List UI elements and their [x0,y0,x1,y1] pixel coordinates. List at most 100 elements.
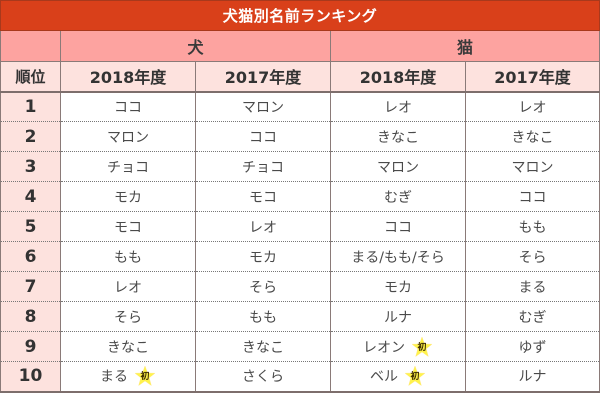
dog-2017-cell: レオ [195,211,331,242]
pet-name: レオ [518,99,547,116]
pet-name: モコ [114,219,142,236]
rank-number: 4 [0,181,61,212]
pet-name: さくら [242,369,284,386]
pet-name: ココ [518,189,547,206]
cat-2017-cell: もも [464,211,600,242]
pet-name: チョコ [107,159,149,176]
pet-name: マロン [107,129,149,146]
table-row: 9 きなこ きなこ レオン 初 ゆず [0,331,600,362]
table-row: 6 もも モカ まる/もも/そら そら [0,241,600,272]
cat-2018-cell: モカ [330,271,466,302]
group-header-dog: 犬 [60,30,331,62]
rank-number: 10 [0,361,61,393]
table-row: 2 マロン ココ きなこ きなこ [0,121,600,152]
pet-name: チョコ [242,159,284,176]
group-header-blank [0,30,61,62]
dog-2017-cell: ココ [195,121,331,152]
badge-label: 初 [417,342,427,353]
pet-name: そら [114,309,142,326]
pet-name: ベル [370,369,398,386]
pet-name: レオ [249,219,277,236]
cat-2018-cell: レオ [330,91,466,122]
table-row: 4 モカ モコ むぎ ココ [0,181,600,212]
dog-2018-cell: チョコ [60,151,196,182]
pet-name: ココ [114,99,142,116]
cat-2017-cell: レオ [464,91,600,122]
rank-number: 2 [0,121,61,152]
dog-2018-cell: モコ [60,211,196,242]
first-time-star-badge: 初 [404,365,426,387]
pet-name: もも [114,249,142,266]
dog-2018-cell: もも [60,241,196,272]
cat-2017-header: 2017年度 [464,61,600,93]
badge-label: 初 [410,372,420,383]
pet-name: きなこ [377,129,419,146]
pet-name: むぎ [518,309,547,326]
dog-2018-cell: そら [60,301,196,332]
pet-name: そら [249,279,277,296]
pet-name: レオ [384,99,412,116]
badge-label: 初 [140,372,150,383]
cat-2018-cell: ココ [330,211,466,242]
pet-name: マロン [511,159,554,176]
rank-column-header: 順位 [0,61,61,93]
cat-2018-cell: ルナ [330,301,466,332]
pet-name: ココ [249,129,277,146]
pet-name: モカ [249,249,277,266]
cat-2017-cell: ココ [464,181,600,212]
cat-2017-cell: きなこ [464,121,600,152]
table-row: 10 まる 初 さくら ベル 初 ルナ [0,361,600,393]
rank-number: 7 [0,271,61,302]
dog-2017-cell: きなこ [195,331,331,362]
dog-2017-cell: チョコ [195,151,331,182]
cat-2017-cell: ゆず [464,331,600,362]
pet-name: レオン [363,339,405,356]
cat-2018-cell: むぎ [330,181,466,212]
pet-name: きなこ [242,339,284,356]
dog-2018-cell: モカ [60,181,196,212]
rank-number: 5 [0,211,61,242]
pet-name: むぎ [384,189,412,206]
pet-name: まる/もも/そら [351,249,445,266]
dog-2018-cell: レオ [60,271,196,302]
cat-2018-header: 2018年度 [330,61,466,93]
rank-number: 6 [0,241,61,272]
table-row: 3 チョコ チョコ マロン マロン [0,151,600,182]
pet-name: ルナ [518,369,547,386]
table-row: 5 モコ レオ ココ もも [0,211,600,242]
pet-name: ルナ [384,309,412,326]
table-title: 犬猫別名前ランキング [0,0,600,31]
star-icon [404,365,426,387]
pet-name: マロン [377,159,419,176]
dog-2017-cell: もも [195,301,331,332]
dog-2017-cell: モコ [195,181,331,212]
cat-2017-cell: ルナ [464,361,600,393]
cat-2018-cell: きなこ [330,121,466,152]
rank-number: 8 [0,301,61,332]
dog-2018-header: 2018年度 [60,61,196,93]
first-time-star-badge: 初 [411,335,433,358]
pet-name: モカ [384,279,412,296]
rank-number: 9 [0,331,61,362]
pet-name: まる [518,279,547,296]
pet-name: レオ [114,279,142,296]
rank-number: 1 [0,91,61,122]
pet-name: きなこ [107,339,149,356]
cat-2018-cell: ベル 初 [330,361,466,393]
table-row: 8 そら もも ルナ むぎ [0,301,600,332]
dog-2017-cell: さくら [195,361,331,393]
dog-2018-cell: きなこ [60,331,196,362]
first-time-star-badge: 初 [134,365,156,387]
dog-2017-header: 2017年度 [195,61,331,93]
cat-2017-cell: そら [464,241,600,272]
pet-name: そら [518,249,547,266]
pet-name: もも [518,219,547,236]
dog-2018-cell: マロン [60,121,196,152]
dog-2017-cell: マロン [195,91,331,122]
pet-name: モコ [249,189,277,206]
group-header-cat: 猫 [329,30,600,62]
pet-name: ゆず [518,339,547,356]
star-icon [411,335,433,357]
table-row: 7 レオ そら モカ まる [0,271,600,302]
